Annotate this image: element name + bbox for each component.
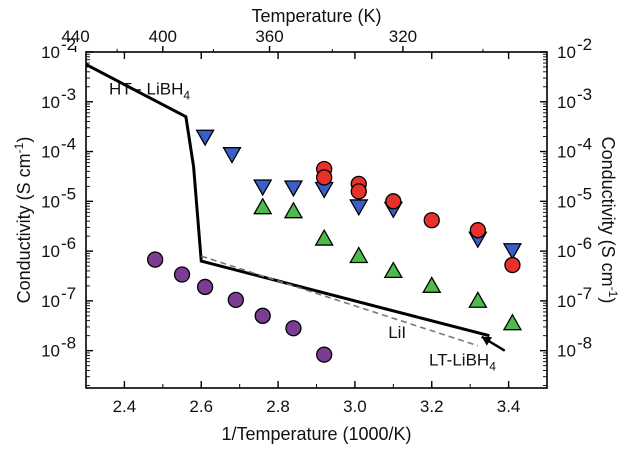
y-tick-label-left: 10 [41,43,60,62]
top-tick-label: 440 [61,27,89,46]
y-tick-label-right: 10 [557,143,576,162]
data-point-circle [316,346,333,363]
y-tick-exp-right: -5 [577,184,592,203]
y-tick-exp-right: -2 [577,35,592,54]
x-tick-label: 3.0 [343,397,367,416]
y-axis-title-superscript: -1 [12,142,26,153]
data-point-triangle-up [502,313,523,331]
y-tick-exp-right: -7 [577,284,592,303]
annotation-lt-text: LT-LiBH [429,351,489,370]
x-axis-title: 1/Temperature (1000/K) [221,424,411,444]
data-point-triangle-down [349,199,369,217]
y-tick-label-right: 10 [557,192,576,211]
data-point-triangle-up [283,201,304,219]
y-tick-label-right: 10 [557,292,576,311]
annotation-lt-libh4: LT-LiBH4 [429,351,496,374]
y-tick-label-left: 10 [41,143,60,162]
data-point-circle [423,212,440,229]
data-point-circle [385,193,402,210]
y-tick-label-left: 10 [41,93,60,112]
line-libh4 [86,63,490,338]
x-tick-label: 2.8 [266,397,290,416]
y-tick-exp-right: -3 [577,85,592,104]
y-tick-label-right: 10 [557,43,576,62]
annotation-lt-subscript: 4 [489,360,496,374]
x-tick-label: 2.4 [113,397,137,416]
y-tick-exp-right: -8 [577,334,592,353]
data-point-triangle-down [253,179,273,197]
annotation-lii: LiI [388,323,406,342]
data-point-triangle-up [422,276,442,293]
y-axis-title-main: Conductivity (S cm [14,153,34,303]
annotation-arrow-head [481,336,492,346]
y-tick-exp-right: -4 [577,135,592,154]
x-tick-label: 3.4 [497,397,521,416]
y-axis-title-superscript: -1 [606,287,620,298]
y-tick-label-left: 10 [41,342,60,361]
y-tick-exp-left: -7 [61,284,76,303]
top-axis-title: Temperature (K) [251,6,381,26]
data-point-triangle-down [283,180,304,198]
y-axis-title-close: ) [598,297,618,303]
y-tick-exp-left: -2 [61,35,76,54]
data-point-triangle-down [195,129,215,147]
data-point-triangle-up [314,228,334,246]
data-point-triangle-up [253,197,273,215]
annotation-ht-subscript: 4 [183,88,190,102]
x-tick-label: 3.2 [420,397,444,416]
data-point-circle [350,183,367,200]
y-tick-exp-left: -6 [61,234,76,253]
top-tick-label: 320 [389,27,417,46]
y-tick-label-right: 10 [557,93,576,112]
data-point-circle [285,320,302,337]
y-tick-exp-left: -4 [61,135,76,154]
x-tick-label: 2.6 [189,397,213,416]
y-axis-title-right: Conductivity (S cm-1) [598,137,620,304]
y-axis-title-close: ) [14,137,34,143]
plot-frame [85,51,548,389]
annotation-ht-text: HT - LiBH [109,79,183,98]
y-axis-title-left-text: Conductivity (S cm-1) [12,137,34,304]
data-point-circle [469,222,487,239]
annotation-ht-libh4: HT - LiBH4 [109,79,190,102]
y-tick-exp-right: -6 [577,234,592,253]
y-axis-title-right-text: Conductivity (S cm-1) [598,137,620,304]
data-point-triangle-up [383,261,403,279]
data-point-circle [227,291,244,309]
data-point-circle [316,169,333,186]
data-point-triangle-up [468,291,488,308]
y-tick-label-left: 10 [41,292,60,311]
data-point-circle [504,256,521,274]
y-tick-exp-left: -8 [61,334,76,353]
y-tick-label-right: 10 [557,242,576,261]
y-axis-title-left: Conductivity (S cm-1) [12,137,34,304]
data-point-circle [254,307,271,324]
y-tick-label-left: 10 [41,192,60,211]
y-axis-title-main: Conductivity (S cm [598,137,618,287]
data-point-triangle-down [222,147,242,164]
data-point-circle [196,278,214,296]
data-point-circle [173,266,191,283]
y-tick-exp-left: -3 [61,85,76,104]
data-point-triangle-up [349,246,369,264]
y-tick-exp-left: -5 [61,184,76,203]
y-tick-label-left: 10 [41,242,60,261]
line-lii [201,255,479,347]
data-point-circle [146,251,164,268]
top-tick-label: 360 [255,27,283,46]
data-point-triangle-down [502,243,523,260]
top-tick-label: 400 [149,27,177,46]
y-tick-label-right: 10 [557,342,576,361]
